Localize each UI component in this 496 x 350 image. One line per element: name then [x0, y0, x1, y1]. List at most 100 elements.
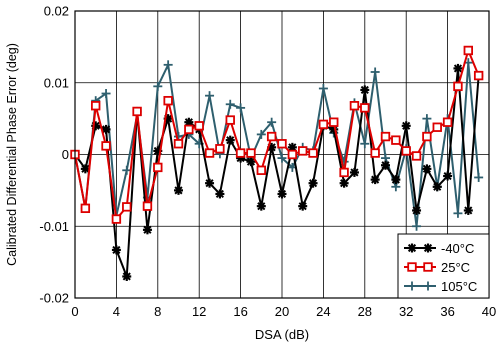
y-tick-label: 0.02	[44, 4, 69, 19]
data-point	[205, 91, 215, 101]
data-point	[339, 167, 349, 178]
data-point	[308, 148, 318, 158]
data-point	[111, 245, 121, 255]
data-point	[277, 153, 287, 163]
x-tick-label: 4	[113, 304, 120, 319]
data-point	[204, 148, 215, 158]
tick-labels: 0 4 8 12 16 20 24 28 32 36 40 -0.02 -0.01 0 0.01 0.02	[39, 4, 496, 320]
data-point	[473, 70, 484, 81]
data-point	[91, 101, 101, 111]
data-point	[215, 189, 225, 199]
x-axis-label: DSA (dB)	[255, 327, 309, 342]
y-tick-label: -0.02	[39, 291, 69, 306]
data-point	[412, 205, 422, 215]
data-point	[163, 95, 173, 106]
data-point	[380, 131, 391, 142]
x-tick-label: 20	[275, 304, 289, 319]
data-point	[277, 139, 287, 149]
data-point	[422, 131, 432, 142]
data-point	[101, 89, 111, 99]
data-point	[391, 175, 401, 185]
data-point	[173, 139, 184, 149]
data-point	[122, 271, 132, 281]
data-point	[318, 119, 329, 130]
data-point	[423, 262, 433, 272]
data-point	[132, 106, 142, 117]
data-point	[256, 165, 266, 175]
data-point	[432, 182, 442, 192]
series-line	[74, 49, 480, 221]
data-point	[412, 221, 422, 231]
data-point	[80, 203, 91, 214]
data-point	[153, 81, 163, 91]
data-point	[267, 117, 277, 127]
data-point	[407, 243, 417, 253]
data-point	[411, 151, 422, 161]
data-point	[256, 201, 266, 211]
y-axis-label: Calibrated Differential Phase Error (deg…	[5, 43, 19, 266]
x-tick-label: 16	[233, 304, 247, 319]
data-point	[174, 185, 183, 195]
data-point	[142, 201, 153, 211]
data-point	[297, 146, 308, 156]
data-point	[443, 171, 453, 181]
data-point	[370, 175, 380, 185]
data-point	[432, 122, 442, 132]
data-point	[360, 85, 370, 95]
data-point	[225, 99, 235, 109]
data-point	[111, 214, 122, 224]
data-point	[360, 103, 370, 113]
data-point	[142, 225, 152, 235]
legend-label: 105°C	[441, 279, 477, 294]
data-point	[453, 208, 463, 218]
legend-label: 25°C	[441, 260, 470, 275]
x-tick-label: 24	[316, 304, 330, 319]
series-105°C	[70, 58, 484, 231]
data-point	[308, 178, 318, 188]
data-point	[246, 148, 256, 158]
x-tick-label: 32	[399, 304, 413, 319]
data-point	[277, 189, 287, 199]
y-tick-label: 0	[62, 147, 69, 162]
data-point	[236, 103, 246, 113]
data-point	[246, 157, 256, 167]
x-tick-label: 36	[440, 304, 454, 319]
data-point	[122, 202, 132, 212]
data-point	[463, 45, 473, 56]
y-tick-label: -0.01	[39, 219, 69, 234]
data-point	[423, 243, 433, 253]
data-point	[298, 201, 308, 211]
data-point	[163, 60, 173, 70]
data-point	[381, 160, 390, 170]
y-tick-label: 0.01	[44, 75, 69, 90]
data-point	[101, 124, 111, 134]
data-point	[474, 172, 484, 182]
x-tick-label: 0	[71, 304, 78, 319]
data-point	[370, 148, 380, 158]
data-point	[349, 101, 360, 111]
data-point	[453, 63, 463, 73]
data-point	[407, 262, 417, 272]
data-point	[453, 81, 463, 92]
legend-entry: 105°C	[404, 279, 477, 294]
data-point	[339, 178, 349, 188]
data-point	[370, 67, 380, 77]
data-point	[318, 83, 328, 93]
data-point	[235, 148, 246, 158]
data-point	[184, 124, 194, 135]
data-point	[225, 135, 235, 145]
x-tick-label: 8	[154, 304, 161, 319]
data-point	[153, 162, 163, 173]
data-point	[215, 144, 225, 154]
legend: -40°C 25°C 105°C	[397, 233, 490, 299]
data-point	[349, 167, 359, 177]
legend-entry: -40°C	[404, 241, 474, 256]
plot-frame	[74, 10, 490, 299]
data-point	[205, 178, 215, 188]
data-point	[442, 117, 453, 127]
x-tick-label: 12	[192, 304, 206, 319]
data-point	[266, 131, 277, 142]
data-point	[101, 141, 111, 151]
data-point	[225, 115, 235, 125]
